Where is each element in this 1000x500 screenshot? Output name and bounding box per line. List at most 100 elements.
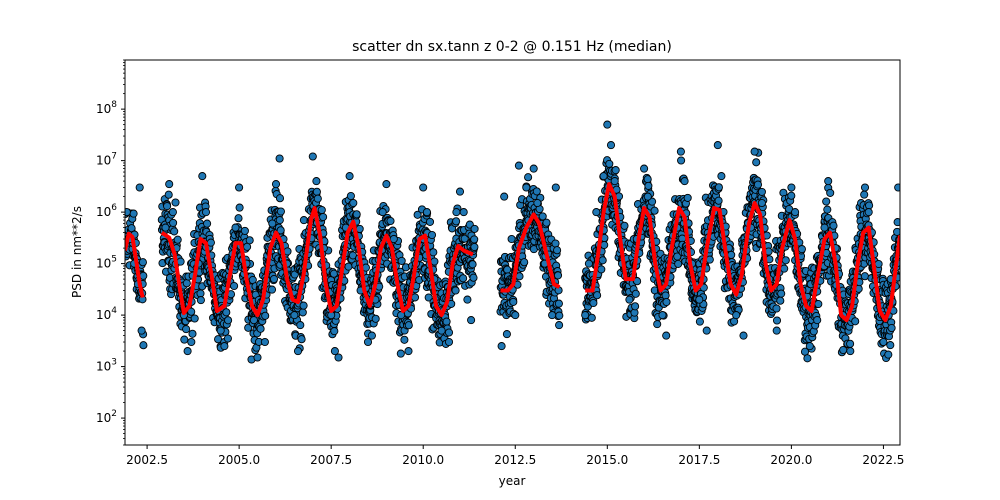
scatter-point xyxy=(245,236,254,245)
scatter-point xyxy=(386,216,395,226)
x-tick-label: 2012.5 xyxy=(494,453,536,467)
scatter-point xyxy=(413,210,422,219)
scatter-point xyxy=(772,326,781,335)
scatter-point xyxy=(662,331,671,340)
x-tick-label: 2007.5 xyxy=(310,453,352,467)
scatter-point xyxy=(422,208,431,217)
scatter-point xyxy=(442,317,451,326)
scatter-point xyxy=(346,191,355,201)
scatter-point xyxy=(253,353,262,362)
scatter-point xyxy=(165,180,174,189)
scatter-point xyxy=(244,323,253,332)
scatter-point xyxy=(592,208,601,217)
y-tick-label: 108 xyxy=(96,100,117,116)
scatter-point xyxy=(298,308,307,317)
scatter-point xyxy=(308,152,317,161)
scatter-point xyxy=(269,274,279,284)
scatter-point xyxy=(860,183,870,192)
scatter-point xyxy=(717,172,726,181)
scatter-point xyxy=(772,316,782,325)
scatter-point xyxy=(459,208,468,217)
scatter-point xyxy=(216,326,225,335)
scatter-point xyxy=(297,335,306,344)
scatter-point xyxy=(610,177,619,186)
scatter-point xyxy=(299,216,308,225)
scatter-point xyxy=(171,198,180,207)
scatter-point xyxy=(271,180,281,189)
scatter-point xyxy=(548,311,557,320)
scatter-point xyxy=(606,141,616,150)
scatter-point xyxy=(683,193,692,202)
scatter-point xyxy=(290,311,299,320)
scatter-point xyxy=(860,190,869,199)
scatter-point xyxy=(603,120,612,129)
scatter-point xyxy=(874,259,883,269)
scatter-point xyxy=(173,235,182,244)
scatter-point xyxy=(511,311,520,320)
scatter-point xyxy=(400,335,409,344)
x-axis-label: year xyxy=(499,474,526,488)
scatter-point xyxy=(382,180,391,189)
scatter-point xyxy=(319,212,328,222)
scatter-point xyxy=(851,317,860,326)
scatter-point xyxy=(470,235,479,244)
scatter-point xyxy=(846,339,855,348)
scatter-point xyxy=(470,242,479,252)
scatter-point xyxy=(520,258,529,267)
scatter-point xyxy=(600,240,609,250)
y-tick-label: 106 xyxy=(96,203,117,219)
scatter-point xyxy=(605,159,614,168)
scatter-point xyxy=(299,301,308,310)
scatter-point xyxy=(459,274,468,283)
scatter-point xyxy=(235,183,244,192)
scatter-point xyxy=(805,342,814,351)
scatter-point xyxy=(551,183,560,192)
scatter-point xyxy=(893,227,900,236)
scatter-point xyxy=(452,208,461,217)
scatter-point xyxy=(677,156,686,165)
scatter-point xyxy=(587,313,596,322)
median-line-series xyxy=(125,182,900,323)
scatter-point xyxy=(396,349,405,358)
scatter-point xyxy=(275,194,285,203)
scatter-point xyxy=(452,217,461,226)
scatter-point xyxy=(161,223,170,232)
scatter-point xyxy=(823,205,832,214)
scatter-point xyxy=(829,221,838,230)
scatter-point xyxy=(589,298,598,308)
scatter-point xyxy=(313,194,322,203)
scatter-point xyxy=(631,289,640,298)
scatter-point xyxy=(529,164,538,173)
scatter-point xyxy=(597,265,606,274)
scatter-point xyxy=(826,188,835,197)
scatter-point xyxy=(787,191,796,200)
scatter-point xyxy=(198,172,207,181)
scatter-point xyxy=(732,311,741,320)
scatter-point xyxy=(220,342,229,351)
scatter-point xyxy=(702,326,711,335)
scatter-point xyxy=(129,209,138,218)
scatter-point xyxy=(633,277,642,286)
y-axis-label: PSD in nm**2/s xyxy=(70,206,84,298)
scatter-point xyxy=(620,221,629,230)
x-tick-label: 2022.5 xyxy=(862,453,904,467)
scatter-point xyxy=(648,197,657,206)
scatter-point xyxy=(182,279,191,288)
scatter-point xyxy=(188,329,197,338)
x-tick-label: 2017.5 xyxy=(678,453,720,467)
scatter-point xyxy=(713,141,722,150)
scatter-point xyxy=(524,173,533,182)
scatter-point xyxy=(599,172,608,181)
scatter-point xyxy=(695,317,704,326)
scatter-point xyxy=(317,205,326,215)
scatter-point xyxy=(260,337,269,347)
scatter-point xyxy=(163,202,172,211)
scatter-point xyxy=(427,230,437,240)
scatter-point xyxy=(169,218,178,227)
scatter-point xyxy=(676,147,685,156)
scatter-point xyxy=(429,248,438,257)
scatter-point xyxy=(367,331,376,340)
scatter-point xyxy=(658,311,667,320)
